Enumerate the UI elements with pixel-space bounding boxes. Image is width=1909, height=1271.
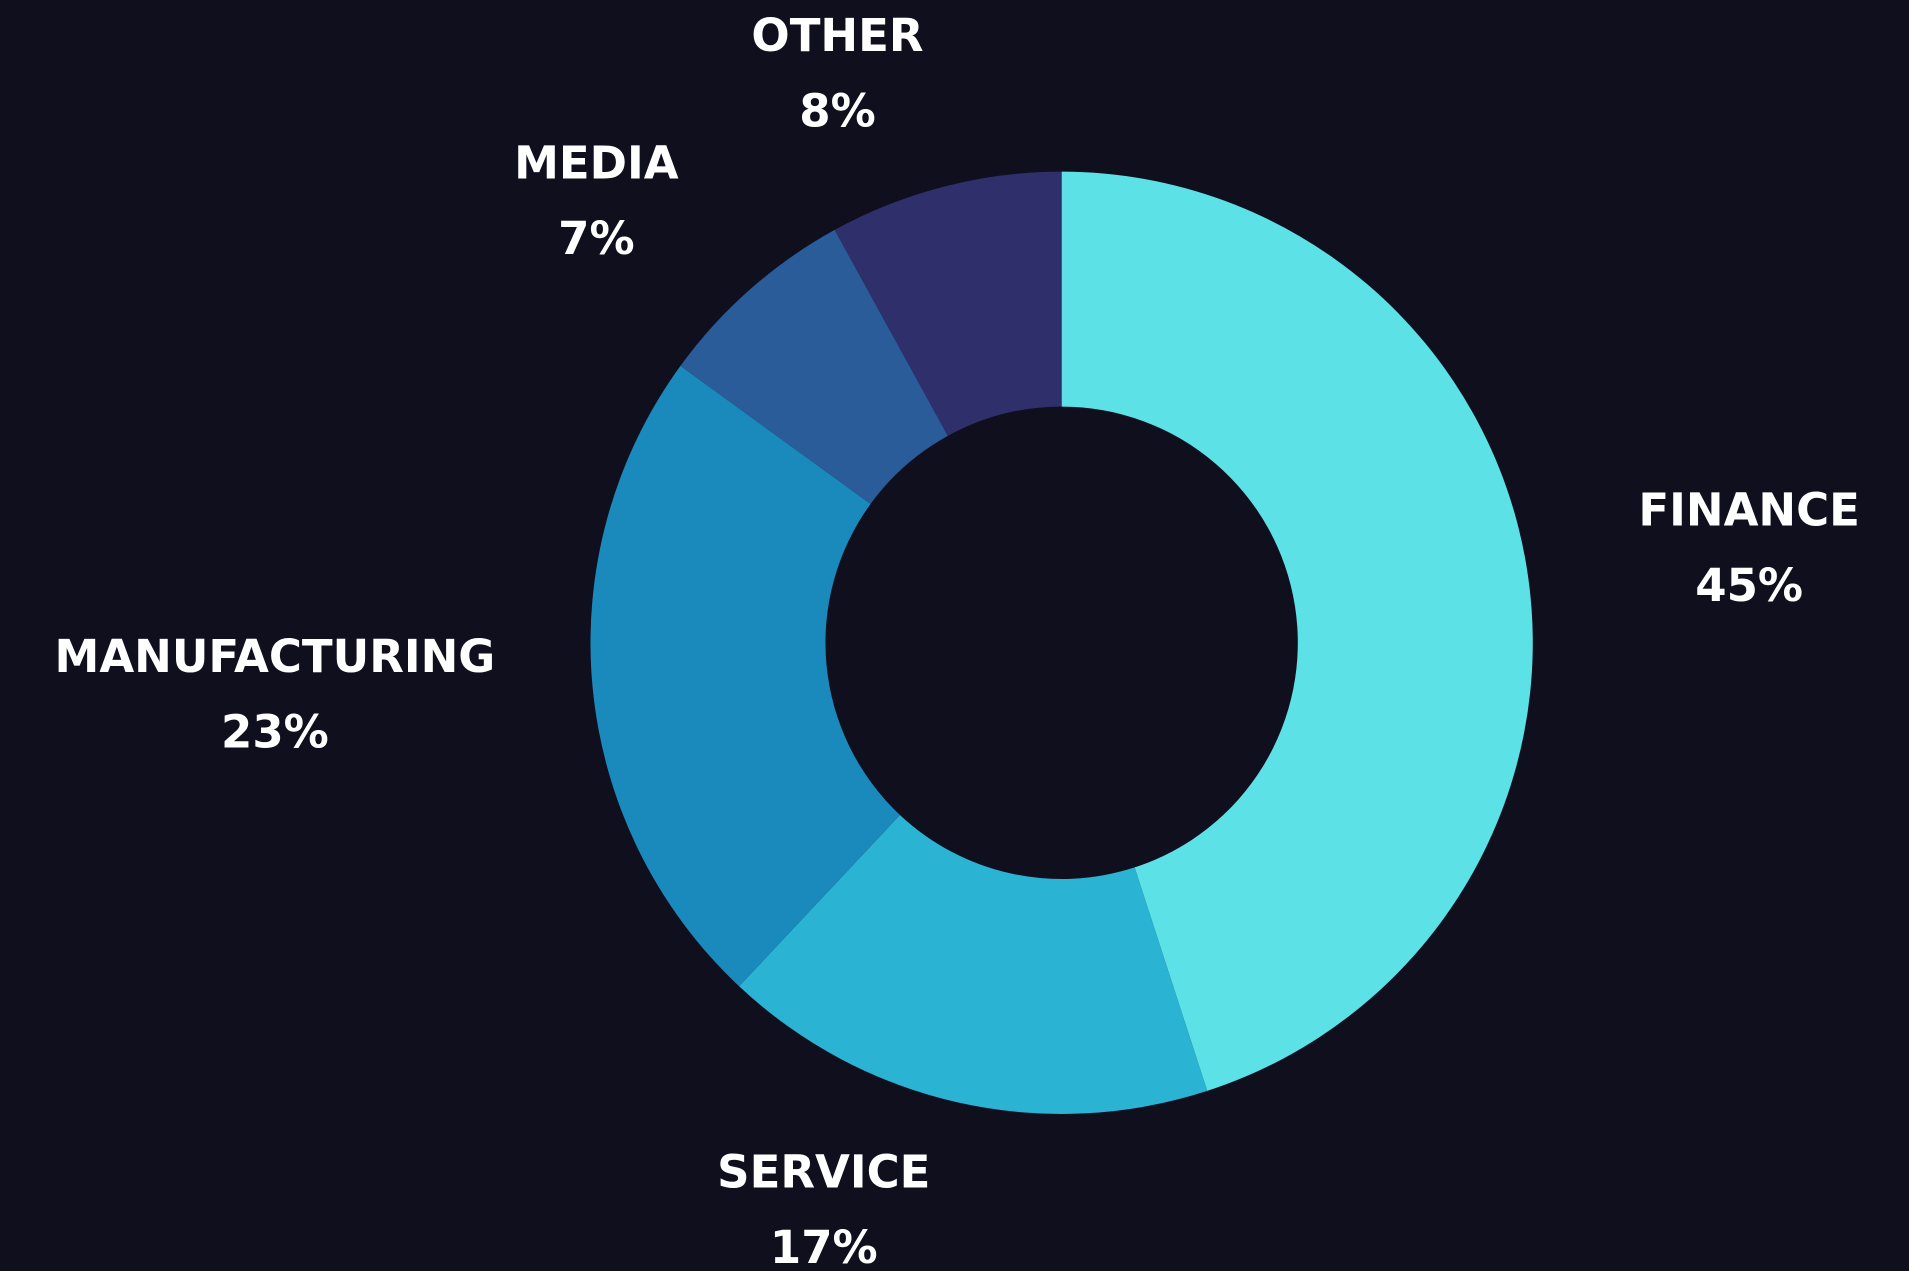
slice-label: OTHER [751, 9, 923, 62]
value-label: 7% [558, 212, 634, 265]
value-label: 23% [221, 706, 329, 759]
value-label: 8% [799, 85, 875, 138]
slice [739, 814, 1208, 1114]
slice [590, 365, 900, 987]
slice-label: MEDIA [514, 137, 679, 190]
value-label: 17% [770, 1221, 878, 1271]
slice [1061, 171, 1533, 1091]
slice-label: SERVICE [717, 1145, 930, 1198]
slice-label: MANUFACTURING [55, 630, 496, 683]
slice [680, 229, 948, 504]
slice [834, 171, 1062, 436]
value-label: 45% [1695, 559, 1803, 612]
slice-label: FINANCE [1638, 484, 1860, 537]
